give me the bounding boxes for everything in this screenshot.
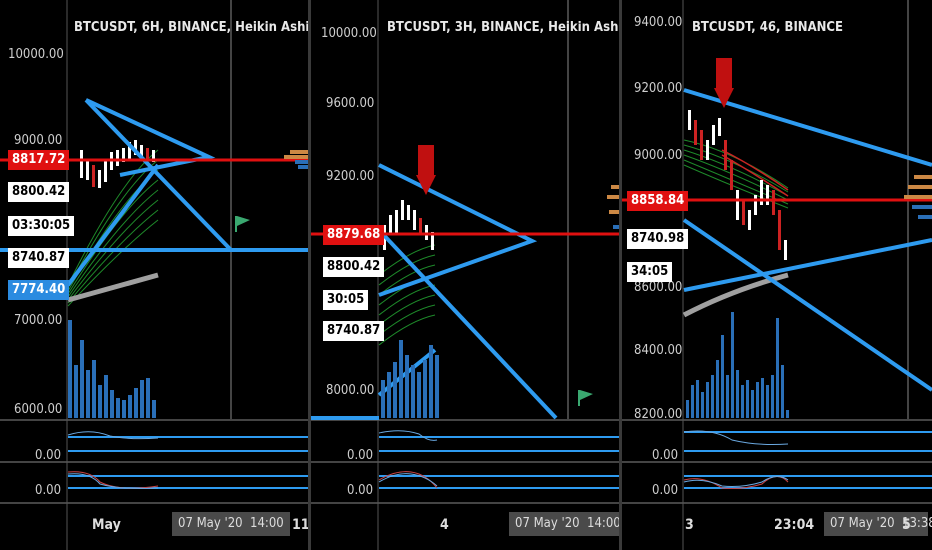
candles <box>80 140 155 188</box>
chart-panel-46[interactable]: BTCUSDT, 46, BINANCE 9400.00 9200.00 900… <box>622 0 932 550</box>
chart-panel-3h[interactable]: BTCUSDT, 3H, BINANCE, Heikin Ashi 10000.… <box>311 0 619 550</box>
chart-title: BTCUSDT, 3H, BINANCE, Heikin Ashi <box>387 20 619 35</box>
price-label: 9200.00 <box>634 81 683 96</box>
price-label: 10000.00 <box>321 26 377 41</box>
price-label: 10000.00 <box>8 47 64 62</box>
osc-label: 0.00 <box>347 483 374 498</box>
price-label: 7000.00 <box>14 313 63 328</box>
volume-profile <box>904 175 932 219</box>
oscillator-2 <box>67 471 308 489</box>
candles <box>688 110 787 260</box>
moving-average-line <box>67 272 159 303</box>
x-label: 11 <box>292 517 308 533</box>
x-label: 23:04 <box>774 517 815 533</box>
price-label: 9200.00 <box>326 169 375 184</box>
price-label: 8200.00 <box>634 407 683 422</box>
volume-bars <box>68 320 156 418</box>
chart-title: BTCUSDT, 46, BINANCE <box>692 20 843 35</box>
price-label: 8400.00 <box>634 343 683 358</box>
price-label: 9400.00 <box>634 15 683 30</box>
alert-badge: 7774.40 <box>8 280 70 300</box>
osc-label: 0.00 <box>35 448 62 463</box>
chart-title: BTCUSDT, 6H, BINANCE, Heikin Ashi <box>74 20 308 35</box>
countdown-badge: 34:05 <box>627 262 673 282</box>
volume-bars <box>381 340 439 418</box>
crosshair-time: 07 May '20 14:00 <box>172 512 290 536</box>
x-label: 5 <box>902 517 911 533</box>
last-price-badge: 8858.84 <box>627 191 689 211</box>
flag-icon <box>578 390 593 406</box>
price-label: 8000.00 <box>326 383 375 398</box>
moving-average-line <box>682 272 789 318</box>
chart-panel-6h[interactable]: BTCUSDT, 6H, BINANCE, Heikin Ashi 10000.… <box>0 0 308 550</box>
last-price-badge: 8879.68 <box>323 225 385 245</box>
chart-canvas-46[interactable] <box>622 0 932 550</box>
osc-label: 0.00 <box>652 483 679 498</box>
price-label: 9600.00 <box>326 96 375 111</box>
x-label: 3 <box>685 517 694 533</box>
panel-divider[interactable] <box>619 0 622 550</box>
sell-arrow-icon <box>416 145 436 195</box>
osc-label: 0.00 <box>652 448 679 463</box>
volume-bars <box>686 312 789 418</box>
volume-profile <box>284 150 308 169</box>
oscillator-2 <box>378 471 619 489</box>
osc-label: 0.00 <box>35 483 62 498</box>
oscillator-1 <box>67 431 308 452</box>
crosshair-time: 07 May '20 14:00 <box>509 512 619 536</box>
price-badge: 8740.87 <box>8 248 70 268</box>
price-label: 9000.00 <box>634 148 683 163</box>
price-badge: 8740.98 <box>627 229 689 249</box>
flag-icon <box>235 216 250 232</box>
price-badge: 8800.42 <box>323 257 385 277</box>
crosshair-time: 07 May '20 13:38 <box>824 512 932 536</box>
chart-canvas-6h[interactable] <box>0 0 308 550</box>
panel-divider[interactable] <box>308 0 311 550</box>
countdown-badge: 03:30:05 <box>8 216 75 236</box>
price-label: 9000.00 <box>14 133 63 148</box>
ma-ribbon-red <box>721 149 789 197</box>
price-badge: 8740.87 <box>323 321 385 341</box>
sell-arrow-icon <box>714 58 734 108</box>
volume-profile <box>607 185 619 229</box>
osc-label: 0.00 <box>347 448 374 463</box>
x-label: 4 <box>440 517 449 533</box>
oscillator-1 <box>683 430 932 452</box>
x-label: May <box>92 517 121 533</box>
last-price-badge: 8817.72 <box>8 150 70 170</box>
chart-canvas-3h[interactable] <box>311 0 619 550</box>
price-label: 8600.00 <box>634 280 683 295</box>
price-label: 6000.00 <box>14 402 63 417</box>
price-badge: 8800.42 <box>8 182 70 202</box>
oscillator-2 <box>683 475 932 489</box>
countdown-badge: 30:05 <box>323 290 369 310</box>
oscillator-1 <box>378 430 619 452</box>
